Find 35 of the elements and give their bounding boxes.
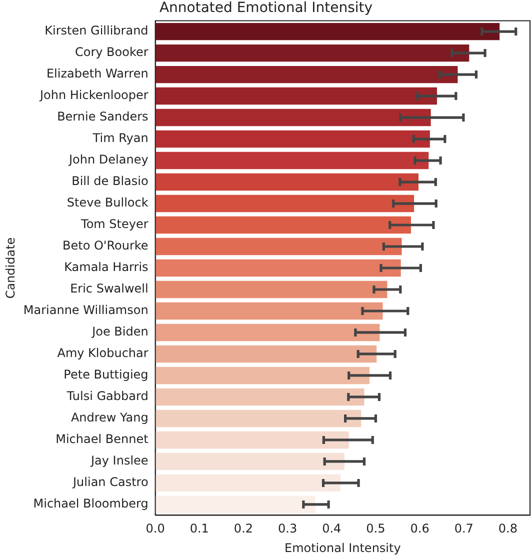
y-tick-label: Bill de Blasio bbox=[72, 174, 148, 188]
x-tick-label: 0.4 bbox=[322, 522, 342, 536]
y-tick-label: Bernie Sanders bbox=[57, 110, 148, 124]
y-tick-label: Jay Inslee bbox=[90, 454, 148, 468]
x-tick-label: 0.2 bbox=[234, 522, 254, 536]
chart-title: Annotated Emotional Intensity bbox=[159, 0, 373, 16]
y-tick-label: Pete Buttigieg bbox=[64, 368, 148, 382]
x-tick-label: 0.7 bbox=[454, 522, 474, 536]
y-tick-label: Kirsten Gillibrand bbox=[44, 24, 148, 38]
y-axis-title: Candidate bbox=[3, 237, 18, 299]
y-tick-label: Julian Castro bbox=[72, 475, 148, 490]
y-tick-label: Amy Klobuchar bbox=[57, 346, 148, 360]
y-tick-label: Eric Swalwell bbox=[70, 282, 148, 296]
x-tick-label: 0.0 bbox=[146, 522, 165, 536]
y-tick-label: Tim Ryan bbox=[92, 131, 148, 146]
x-axis-title: Emotional Intensity bbox=[284, 540, 401, 555]
y-tick-label: Joe Biden bbox=[91, 324, 148, 339]
y-tick-label: Michael Bloomberg bbox=[33, 496, 148, 511]
x-tick-label: 0.1 bbox=[190, 522, 209, 536]
y-tick-label: Marianne Williamson bbox=[23, 303, 148, 318]
x-tick-label: 0.8 bbox=[498, 522, 518, 536]
y-tick-label: Michael Bennet bbox=[56, 432, 149, 446]
y-tick-label: John Delaney bbox=[68, 152, 148, 167]
x-tick-label: 0.5 bbox=[366, 522, 386, 536]
y-tick-label: Steve Bullock bbox=[66, 196, 148, 210]
y-tick-label: Andrew Yang bbox=[70, 410, 148, 425]
y-tick-label: Cory Booker bbox=[74, 45, 148, 60]
y-tick-label: Beto O'Rourke bbox=[62, 238, 148, 253]
x-tick-label: 0.6 bbox=[410, 522, 430, 536]
x-tick-label: 0.3 bbox=[278, 522, 298, 536]
y-tick-label: Elizabeth Warren bbox=[46, 66, 148, 81]
y-tick-label: John Hickenlooper bbox=[38, 88, 148, 102]
y-tick-label: Kamala Harris bbox=[64, 260, 148, 274]
y-tick-label: Tulsi Gabbard bbox=[66, 389, 148, 404]
y-tick-label: Tom Steyer bbox=[80, 217, 148, 232]
